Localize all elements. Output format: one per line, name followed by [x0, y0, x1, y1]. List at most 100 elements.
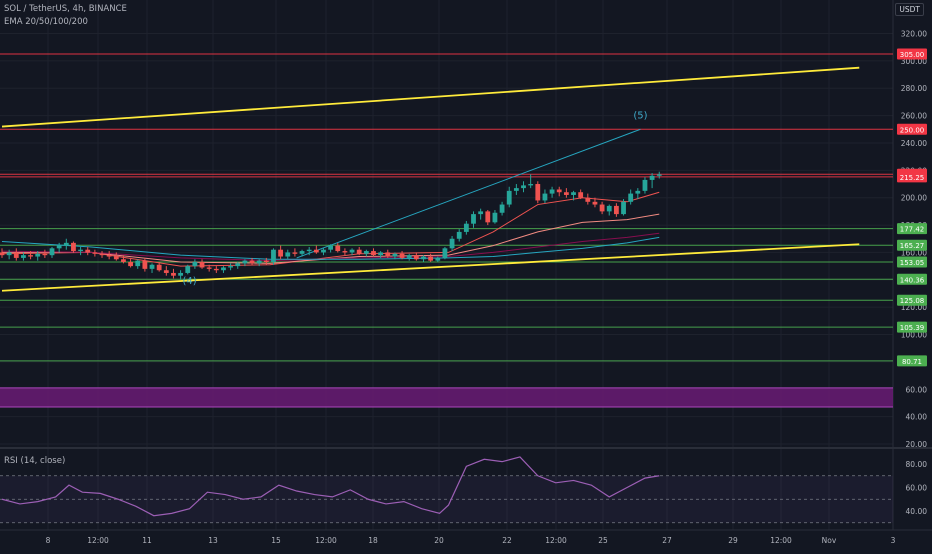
candle-body [613, 205, 619, 215]
trendline-lower [1, 243, 860, 292]
candle-body [435, 257, 441, 261]
level-badge-label: 250.00 [900, 126, 925, 134]
candle-body [485, 211, 491, 223]
candle-body [592, 201, 598, 205]
level-badge-label: 177.42 [900, 226, 925, 234]
candle-body [478, 211, 484, 215]
candle-body [506, 190, 512, 205]
candle-body [271, 249, 276, 263]
candle-body [492, 212, 498, 223]
candle-body [349, 249, 355, 253]
price-tick-label: 200.00 [901, 194, 927, 203]
symbol-title: SOL / TetherUS, 4h, BINANCE [4, 4, 127, 14]
candle-body [28, 255, 33, 257]
time-tick-label: 29 [728, 536, 738, 545]
candle-body [128, 262, 133, 267]
candle-body [413, 255, 419, 260]
time-tick-label: 3 [891, 536, 896, 545]
candle-body [35, 253, 41, 257]
candle-body [0, 252, 5, 256]
candle-body [149, 264, 155, 269]
candle-body [599, 204, 605, 212]
price-tick-label: 120.00 [901, 303, 927, 312]
candle-body [278, 249, 284, 257]
candle-body [63, 242, 69, 246]
level-badge [897, 294, 927, 306]
candle-body [113, 256, 119, 260]
candle-body [628, 193, 634, 202]
candle-body [49, 248, 55, 256]
candle-body [342, 251, 348, 253]
candle-body [13, 252, 19, 258]
candle-body [313, 249, 319, 253]
candle-body [578, 192, 584, 198]
candle-body [549, 189, 555, 194]
candle-body [6, 252, 12, 256]
candle-body [206, 267, 212, 269]
candle-body [178, 272, 183, 276]
candle-body [121, 259, 126, 263]
candle-body [571, 192, 576, 195]
price-tick-label: 280.00 [901, 84, 927, 93]
currency-selector[interactable]: USDT [895, 3, 924, 16]
time-tick-label: 15 [271, 536, 281, 545]
candle-body [85, 249, 91, 253]
ema-indicator-label: EMA 20/50/100/200 [4, 17, 88, 27]
level-badge [897, 239, 927, 251]
candle-body [199, 262, 205, 268]
rsi-pane: 80.00 60.00 40.00 [0, 456, 927, 524]
time-tick-label: 25 [598, 536, 608, 545]
time-tick-label: 12:00 [545, 536, 567, 545]
time-tick-label: Nov [822, 536, 837, 545]
price-tick-label: 20.00 [906, 440, 928, 449]
level-badge-label: 305.00 [900, 51, 925, 59]
symbol-legend: SOL / TetherUS, 4h, BINANCE [4, 4, 127, 14]
time-tick-label: 12:00 [315, 536, 337, 545]
candle-body [656, 174, 662, 176]
candle-body [535, 184, 541, 201]
trendline-wave [296, 128, 641, 259]
candle-body [235, 263, 241, 267]
ema-line-ema-20 [1, 191, 660, 267]
wave-label: (4) [182, 276, 196, 287]
candle-body [78, 249, 83, 252]
candle-body [263, 260, 269, 263]
candle-body [156, 264, 162, 271]
time-tick-label: 18 [368, 536, 378, 545]
candle-body [299, 251, 305, 254]
candle-body [421, 256, 426, 260]
level-badge [897, 355, 927, 367]
price-tick-label: 320.00 [901, 30, 927, 39]
candle-body [563, 192, 569, 195]
candle-body [328, 245, 334, 250]
candle-body [221, 267, 226, 271]
candle-body [542, 193, 548, 201]
candle-body [406, 255, 412, 258]
time-tick-label: 22 [502, 536, 512, 545]
candle-body [242, 260, 248, 264]
level-badge [897, 321, 927, 333]
candle-body [142, 260, 148, 269]
price-tick-label: 160.00 [901, 248, 927, 257]
candle-body [192, 262, 198, 267]
candle-body [499, 204, 505, 213]
candle-body [249, 260, 255, 264]
candle-body [71, 242, 76, 252]
ema-legend: EMA 20/50/100/200 [4, 17, 88, 27]
candle-body [463, 223, 469, 232]
purple-zone [0, 387, 893, 408]
candle-body [642, 179, 648, 191]
price-tick-label: 100.00 [901, 331, 927, 340]
level-badge-label: 80.71 [902, 358, 922, 366]
candle-body [106, 255, 112, 257]
price-tick-label: 60.00 [906, 385, 928, 394]
level-badge [897, 123, 927, 135]
candle-body [371, 251, 376, 256]
candle-body [99, 253, 105, 256]
time-tick-label: 12:00 [87, 536, 109, 545]
candle-body [378, 252, 384, 256]
candle-body [528, 184, 534, 186]
